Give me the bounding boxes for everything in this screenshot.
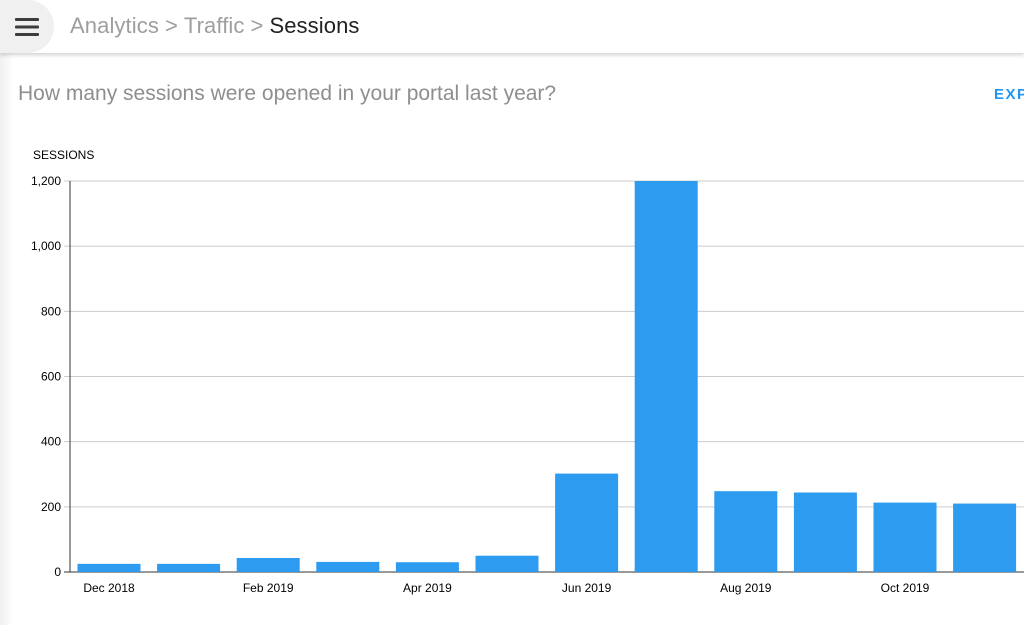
page-question: How many sessions were opened in your po…: [18, 82, 557, 105]
bar[interactable]: [236, 557, 300, 572]
bar[interactable]: [395, 562, 459, 572]
breadcrumb-separator: >: [250, 13, 264, 38]
bar[interactable]: [555, 473, 619, 572]
x-tick-label: Aug 2019: [720, 581, 772, 595]
breadcrumb: Analytics > Traffic > Sessions: [70, 13, 360, 39]
y-tick-label: 0: [54, 565, 61, 579]
breadcrumb-separator: >: [164, 13, 178, 38]
export-button[interactable]: EXP: [994, 86, 1024, 103]
y-tick-label: 800: [41, 304, 61, 318]
bar[interactable]: [475, 555, 539, 572]
y-tick-label: 600: [41, 370, 61, 384]
breadcrumb-sessions: Sessions: [269, 13, 360, 38]
bar[interactable]: [316, 561, 380, 572]
top-bar: Analytics > Traffic > Sessions: [0, 0, 1024, 53]
bar[interactable]: [157, 563, 221, 572]
breadcrumb-analytics[interactable]: Analytics: [70, 13, 159, 38]
x-tick-label: Jun 2019: [562, 581, 612, 595]
y-axis-title: SESSIONS: [33, 148, 94, 162]
bar[interactable]: [793, 492, 857, 572]
breadcrumb-traffic[interactable]: Traffic: [183, 13, 245, 38]
y-tick-label: 200: [41, 500, 61, 514]
hamburger-menu-icon: [15, 17, 39, 36]
y-tick-label: 1,200: [31, 174, 61, 188]
bar[interactable]: [873, 502, 937, 572]
bar[interactable]: [77, 563, 141, 572]
x-tick-label: Oct 2019: [881, 581, 930, 595]
bar[interactable]: [634, 181, 698, 572]
content-left-shadow: [0, 53, 14, 625]
x-tick-label: Apr 2019: [403, 581, 452, 595]
y-tick-label: 1,000: [31, 239, 61, 253]
y-tick-label: 400: [41, 435, 61, 449]
menu-button[interactable]: [0, 0, 54, 53]
bar[interactable]: [714, 491, 778, 572]
bar[interactable]: [953, 503, 1017, 572]
x-tick-label: Feb 2019: [243, 581, 294, 595]
x-tick-label: Dec 2018: [83, 581, 135, 595]
